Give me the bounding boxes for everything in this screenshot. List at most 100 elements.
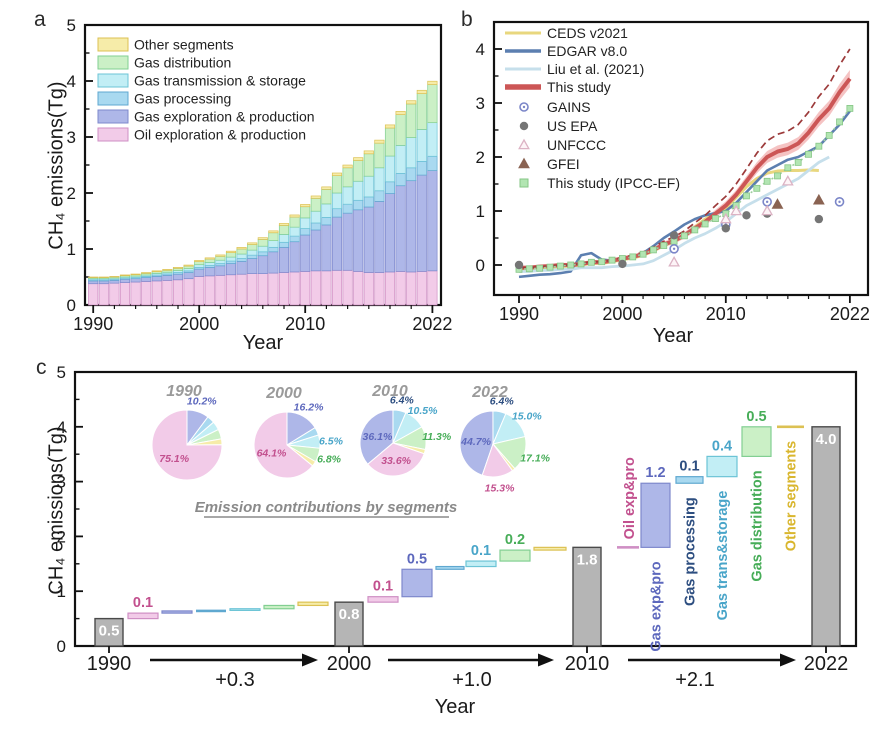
pie-year-label: 2000 [265,385,302,402]
square-marker [681,232,688,240]
bar-segment [88,280,99,285]
pie-percent-label: 6.4% [390,395,415,407]
bar-segment [310,222,321,231]
bar-segment [278,225,290,235]
bar-segment [141,277,152,282]
bar-segment [331,192,343,210]
anchor-bar [572,546,602,647]
circle-dot [838,200,841,204]
square-marker [784,164,792,172]
bar-segment [204,267,215,277]
legend-label: This study [547,79,611,95]
panel-b-letter: b [461,8,473,31]
bar-segment [119,282,131,306]
y-tick-label: 3 [67,128,76,147]
bar-segment [427,80,438,85]
bar-segment [363,272,374,306]
x-tick-label: 2022 [830,304,870,324]
bar-segment [204,262,215,266]
pie-percent-label: 64.1% [257,447,287,459]
bar-segment [331,175,343,194]
waterfall-segment [263,604,295,610]
bar-segment [384,193,396,273]
legend-swatch [97,127,129,142]
bar-segment [268,240,279,248]
bar-segment [204,257,215,260]
segment-vertical-label: Oil exp&pro [622,457,638,539]
legend-label: GFEI [547,156,580,172]
bar-segment [257,239,268,247]
bar-segment [289,216,300,228]
waterfall-value-label: 0.2 [505,532,525,548]
x-tick-label: 1990 [87,653,132,675]
segment-vertical-label: Other segments [784,441,800,551]
bar-segment [194,264,205,268]
bar-segment [406,271,417,306]
circle-marker [721,224,730,233]
bar-segment [141,272,152,274]
bar-segment [300,206,311,219]
legend-label: Gas distribution [134,55,231,71]
square-marker [836,118,843,126]
square-marker [556,262,564,270]
bar-segment [310,270,321,306]
waterfall-value-label: 0.1 [373,579,393,595]
anchor-value-label: 0.8 [339,606,360,623]
square-marker [691,226,699,234]
bar-segment [278,246,290,273]
square-marker [846,105,854,112]
bar-segment [310,229,321,272]
pie-year-label: 2010 [371,383,408,400]
waterfall-flat-segment [617,546,639,549]
bar-segment [395,114,406,146]
bar-segment [247,244,258,251]
panel-a-letter: a [34,8,46,31]
triangle-marker [719,212,732,224]
circle-dot [672,247,676,250]
pie-percent-label: 6.8% [317,454,342,466]
bar-segment [225,252,237,258]
bar-segment [374,167,385,192]
bar-segment [427,122,438,157]
y-tick-label: 2 [67,184,76,203]
bar-segment [374,139,385,144]
bar-segment [119,278,131,283]
bar-segment [162,274,173,281]
bar-segment [257,237,268,240]
square-marker [763,177,771,185]
bar-segment [406,167,417,182]
pie-slice [481,442,514,478]
bar-segment [300,234,311,272]
bar-segment [374,272,385,306]
transition-label: +2.1 [675,669,714,691]
bar-segment [257,273,268,306]
waterfall-value-label: 0.1 [471,543,491,559]
y-tick-label: 3 [57,473,66,492]
pie-slice [253,411,314,479]
bar-segment [109,280,120,284]
bar-segment [172,279,184,306]
bar-segment [236,253,247,259]
bar-segment [384,181,396,194]
bar-segment [225,263,237,276]
bar-segment [247,249,258,256]
pie-percent-label: 44.7% [460,436,491,448]
bar-segment [363,196,374,208]
square-marker [825,131,833,139]
bar-segment [374,142,385,169]
pie-slice [359,409,394,465]
bar-segment [268,230,279,234]
triangle-marker [518,157,530,169]
bar-segment [247,254,258,259]
legend-label: Oil exploration & production [134,127,306,143]
circle-dot [765,200,769,204]
bar-segment [204,258,215,263]
segment-vertical-label: Gas distribution [750,470,766,581]
legend-label: GAINS [547,99,591,115]
bar-segment [194,276,205,306]
y-tick-label: 2 [57,527,66,546]
pie-percent-label: 33.6% [381,455,411,467]
square-marker [805,150,812,158]
pie-percent-label: 6.5% [319,435,344,447]
square-marker [608,256,616,264]
